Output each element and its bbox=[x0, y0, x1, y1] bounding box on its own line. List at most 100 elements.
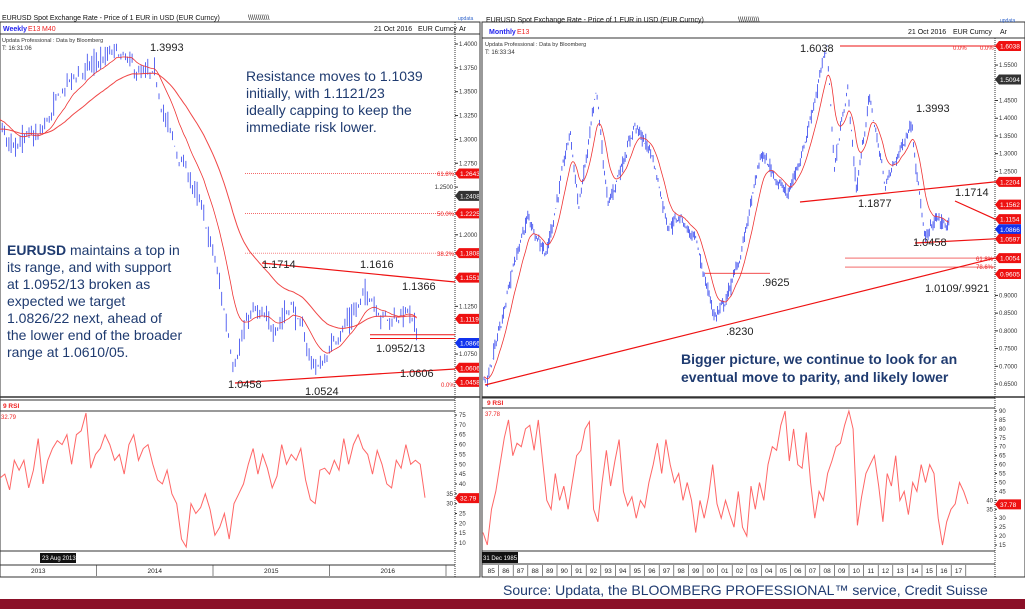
note-line: maintains a top in bbox=[66, 242, 180, 258]
price-tag bbox=[995, 253, 1021, 264]
left-time: T: 16:31:06 bbox=[2, 46, 32, 52]
right-chart-title: EURUSD Spot Exchange Rate - Price of 1 E… bbox=[486, 17, 704, 24]
axis-tick-label: 0.6500 bbox=[999, 382, 1018, 388]
price-tag bbox=[455, 208, 479, 219]
level-label: 1.1616 bbox=[360, 259, 394, 271]
axis-tick-label: 1.4000 bbox=[459, 42, 478, 48]
price-tag bbox=[455, 168, 479, 179]
right-annotation: Bigger picture, we continue to look for … bbox=[681, 351, 957, 385]
level-label: 1.6038 bbox=[800, 43, 834, 55]
level-label: .8230 bbox=[726, 326, 754, 338]
price-tag bbox=[455, 272, 479, 283]
price-tag bbox=[995, 224, 1021, 235]
axis-tick-label: 0.7500 bbox=[999, 347, 1018, 353]
year-label: 2013 bbox=[31, 568, 46, 575]
right-rsi-label: 9 RSI bbox=[487, 400, 503, 407]
right-rsi-plot: 90 85 80 75 70 65 60 55 50 45 40 35 30 25 20 15 37.78 bbox=[482, 409, 1021, 549]
year-label: 07 bbox=[809, 568, 817, 575]
rsi-tick-label: 40 bbox=[986, 498, 993, 504]
year-label: 91 bbox=[575, 568, 583, 575]
level-label: 1.0606 bbox=[400, 368, 434, 380]
left-ticker: EUR Curncy bbox=[418, 26, 457, 33]
left-rsi-value: 32.79 bbox=[1, 415, 17, 421]
rsi-value-tag-label: 32.79 bbox=[460, 496, 477, 503]
price-tag-label: 1.1119 bbox=[460, 316, 479, 323]
rsi-tick-label: 90 bbox=[999, 409, 1006, 415]
left-period[interactable]: Weekly bbox=[3, 26, 27, 33]
price-tag bbox=[995, 199, 1021, 210]
right-cursor-date-box bbox=[482, 552, 518, 563]
price-tag-label: 1.2225 bbox=[460, 211, 480, 218]
left-cursor-date-box bbox=[40, 553, 76, 563]
price-tag bbox=[455, 313, 479, 324]
level-label: 1.0458 bbox=[913, 237, 947, 249]
axis-tick-label: 1.2500 bbox=[999, 169, 1018, 175]
rsi-tick-label: 70 bbox=[459, 423, 466, 429]
left-study-m40[interactable]: M40 bbox=[42, 26, 56, 33]
rsi-tick-label: 75 bbox=[999, 436, 1006, 442]
level-label: 1.1366 bbox=[402, 281, 436, 293]
fib-label: 78.6% bbox=[976, 265, 994, 271]
price-tag-label: 1.1562 bbox=[1000, 202, 1020, 209]
left-updata-logo: updata bbox=[458, 16, 474, 22]
price-tag bbox=[995, 74, 1021, 85]
axis-tick-label: 1.2750 bbox=[459, 161, 478, 167]
rsi-tick-label: 15 bbox=[999, 543, 1006, 549]
rsi-tick-label: 70 bbox=[999, 445, 1006, 451]
axis-tick-label: 1.3500 bbox=[459, 90, 478, 96]
rsi-value-tag-label: 37.78 bbox=[1000, 502, 1017, 509]
year-label: 13 bbox=[896, 568, 904, 575]
right-date: 21 Oct 2016 bbox=[908, 29, 946, 36]
trendline bbox=[261, 262, 456, 283]
rsi-tick-label: 50 bbox=[999, 480, 1006, 486]
rsi-tick-label: 35 bbox=[446, 492, 453, 498]
year-label: 15 bbox=[926, 568, 934, 575]
note-bold: EURUSD bbox=[7, 242, 66, 258]
fib-label: 38.2% bbox=[437, 252, 455, 258]
note-line: ideally capping to keep the bbox=[246, 102, 412, 118]
right-axis-corner: Ar bbox=[1000, 29, 1008, 36]
year-label: 16 bbox=[940, 568, 948, 575]
year-label: 10 bbox=[853, 568, 861, 575]
price-tag-label: 1.5094 bbox=[1000, 77, 1020, 84]
price-tag bbox=[455, 190, 479, 201]
left-year-axis: 2013 2014 2015 2016 bbox=[31, 565, 447, 576]
price-tag bbox=[455, 362, 479, 373]
left-study-e13[interactable]: E13 bbox=[28, 26, 41, 33]
level-label: 1.3993 bbox=[150, 42, 184, 54]
price-tag bbox=[455, 248, 479, 259]
year-label: 90 bbox=[561, 568, 569, 575]
rsi-tick-label: 55 bbox=[999, 472, 1006, 478]
fib-label: 0.0% bbox=[441, 383, 455, 389]
year-label: 2016 bbox=[381, 568, 396, 575]
note-line: the lower end of the broader bbox=[7, 327, 182, 343]
left-level-labels: 1.3993 1.1714 1.1616 1.1366 1.0952/13 1.… bbox=[150, 42, 455, 398]
fib-label: 61.8% bbox=[437, 172, 455, 178]
axis-tick-label: 1.2000 bbox=[459, 233, 478, 239]
right-price-plot bbox=[483, 45, 996, 387]
right-study-e13[interactable]: E13 bbox=[517, 29, 530, 36]
right-updata-logo: updata bbox=[1000, 18, 1016, 24]
axis-tick-label: 1.4000 bbox=[999, 116, 1018, 122]
note-line: immediate risk lower. bbox=[246, 119, 377, 135]
trendline bbox=[799, 181, 996, 203]
note-line: expected we target bbox=[7, 293, 125, 309]
rsi-value-tag bbox=[995, 499, 1021, 510]
rsi-tick-label: 55 bbox=[459, 452, 466, 458]
rsi-tick-label: 20 bbox=[459, 521, 466, 527]
right-period[interactable]: Monthly bbox=[489, 29, 516, 36]
rsi-tick-label: 85 bbox=[999, 418, 1006, 424]
year-label: 01 bbox=[721, 568, 729, 575]
year-label: 11 bbox=[868, 568, 875, 575]
left-rsi-plot: 75 70 65 60 55 50 45 40 35 30 25 20 15 10 32.79 bbox=[0, 412, 479, 549]
axis-tick-label: 1.3000 bbox=[999, 152, 1018, 158]
price-tag-label: 1.0866 bbox=[1000, 227, 1020, 234]
year-label: 94 bbox=[619, 568, 627, 575]
year-label: 12 bbox=[882, 568, 890, 575]
left-rsi-label: 9 RSI bbox=[3, 403, 19, 410]
year-label: 14 bbox=[911, 568, 919, 575]
year-label: 03 bbox=[750, 568, 758, 575]
left-axis-corner: Ar bbox=[459, 26, 467, 33]
year-label: 87 bbox=[517, 568, 525, 575]
moving-average-line bbox=[483, 74, 949, 380]
